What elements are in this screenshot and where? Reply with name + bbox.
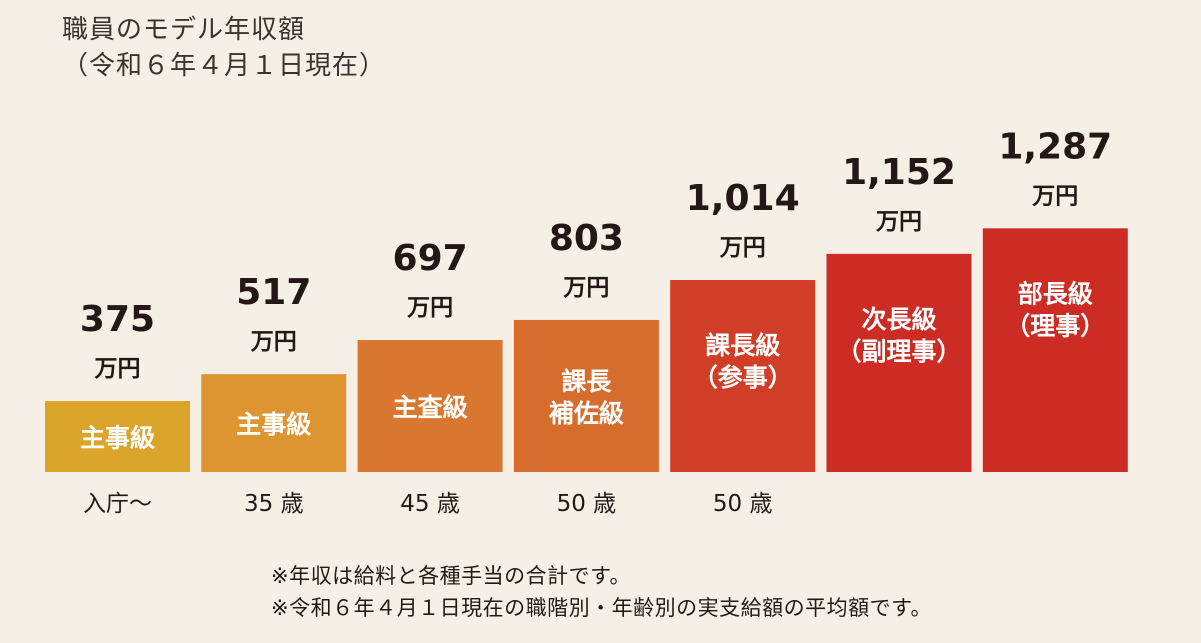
bar-age-label: 35 歳 — [244, 491, 304, 517]
bar-category-label: 主査級 — [393, 393, 468, 422]
bar-4 — [513, 319, 659, 472]
footnote-2: ※令和６年４月１日現在の職階別・年齢別の実支給額の平均額です。 — [271, 596, 932, 620]
bar-unit-label: 万円 — [95, 356, 141, 382]
bar-category-label: （理事） — [1005, 311, 1105, 340]
bar-5 — [670, 280, 816, 472]
bar-unit-label: 万円 — [563, 275, 609, 301]
bar-value-label: 1,014 — [686, 178, 800, 219]
bar-age-label: 50 歳 — [557, 491, 617, 517]
chart-title-main: 職員のモデル年収額 — [62, 15, 306, 45]
bar-category-label: （参事） — [693, 363, 793, 392]
bar-3 — [357, 340, 503, 472]
bar-category-label: （副理事） — [836, 337, 961, 366]
bar-unit-label: 万円 — [1032, 183, 1078, 209]
bar-value-label: 375 — [80, 299, 155, 340]
bar-category-label: 主事級 — [80, 424, 155, 453]
bar-value-label: 1,287 — [998, 126, 1112, 167]
bar-value-label: 517 — [236, 272, 311, 313]
bar-unit-label: 万円 — [251, 329, 297, 355]
bar-category-label: 課長級 — [705, 331, 780, 360]
bar-category-label: 部長級 — [1018, 279, 1093, 308]
bar-1 — [45, 401, 190, 472]
bar-age-label: 45 歳 — [400, 491, 460, 517]
bar-category-label: 補佐級 — [548, 399, 624, 428]
bar-value-label: 803 — [549, 218, 624, 259]
chart-title: 職員のモデル年収額 （令和６年４月１日現在） — [62, 12, 386, 84]
bar-value-label: 697 — [393, 238, 468, 279]
bar-category-label: 課長 — [561, 367, 612, 396]
bar-6 — [826, 253, 972, 472]
chart-title-date: （令和６年４月１日現在） — [62, 51, 387, 81]
bar-category-label: 主事級 — [236, 410, 311, 439]
bar-unit-label: 万円 — [407, 295, 453, 321]
bar-unit-label: 万円 — [876, 209, 922, 235]
footnotes: ※年収は給料と各種手当の合計です。 ※令和６年４月１日現在の職階別・年齢別の実支… — [271, 560, 932, 624]
bar-2 — [201, 374, 347, 472]
bar-7 — [982, 228, 1128, 472]
bar-value-label: 1,152 — [842, 152, 956, 193]
footnote-1: ※年収は給料と各種手当の合計です。 — [271, 564, 631, 588]
bar-age-label: 50 歳 — [713, 491, 773, 517]
bar-category-label: 次長級 — [861, 305, 936, 334]
bar-unit-label: 万円 — [720, 235, 766, 261]
bar-age-label: 入庁〜 — [83, 491, 152, 517]
